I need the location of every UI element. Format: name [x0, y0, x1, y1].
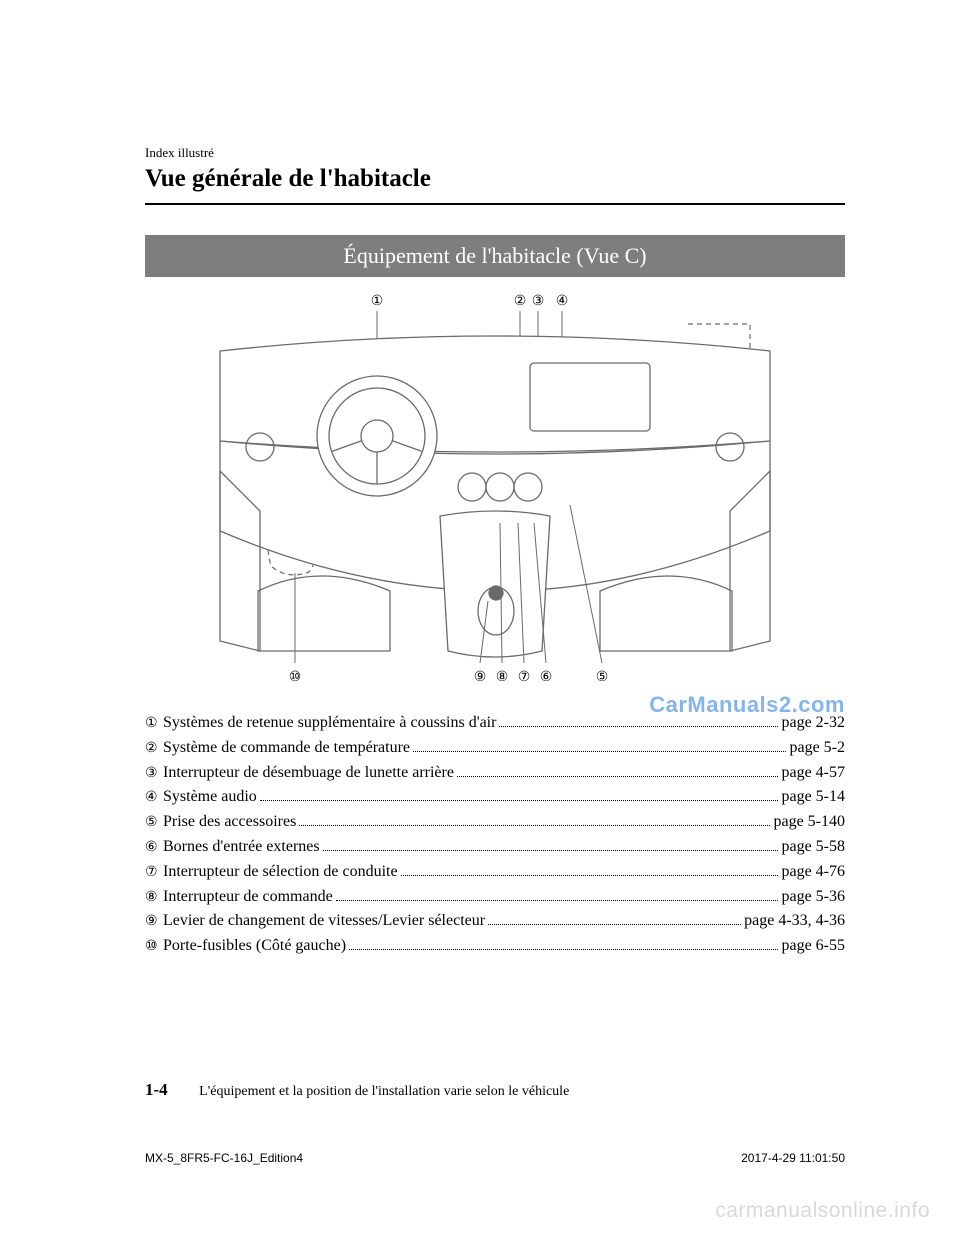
- section-title-bar: Équipement de l'habitacle (Vue C): [145, 235, 845, 277]
- callout-6: ⑥: [540, 668, 553, 684]
- callout-1: ①: [371, 292, 384, 308]
- manual-page: Index illustré Vue générale de l'habitac…: [0, 0, 960, 1245]
- item-label: Interrupteur de désembuage de lunette ar…: [163, 761, 454, 786]
- interior-diagram: ① ② ③ ④: [200, 291, 790, 691]
- item-num: ⑧: [145, 886, 163, 908]
- page-number: 1-4: [145, 1080, 168, 1099]
- leader-dots: [488, 924, 741, 925]
- item-label: Systèmes de retenue supplémentaire à cou…: [163, 711, 496, 736]
- leader-dots: [336, 900, 779, 901]
- watermark-text: CarManuals2.com: [649, 692, 845, 718]
- item-page: page 5-14: [781, 785, 845, 810]
- list-item: ⑦Interrupteur de sélection de conduite pa…: [145, 860, 845, 885]
- list-item: ③Interrupteur de désembuage de lunette a…: [145, 761, 845, 786]
- item-num: ③: [145, 762, 163, 784]
- dashboard-illustration: ① ② ③ ④: [200, 291, 790, 691]
- site-watermark: carmanualsonline.info: [715, 1199, 930, 1223]
- callout-4: ④: [556, 292, 569, 308]
- item-page: page 5-2: [789, 736, 845, 761]
- leader-dots: [299, 825, 770, 826]
- item-page: page 5-36: [781, 885, 845, 910]
- leader-dots: [499, 726, 778, 727]
- list-item: ⑧Interrupteur de commande page 5-36: [145, 885, 845, 910]
- doc-timestamp: 2017-4-29 11:01:50: [741, 1151, 845, 1165]
- callout-2: ②: [514, 292, 527, 308]
- item-label: Levier de changement de vitesses/Levier …: [163, 909, 485, 934]
- leader-dots: [323, 850, 779, 851]
- item-num: ⑥: [145, 836, 163, 858]
- item-num: ⑩: [145, 935, 163, 957]
- item-page: page 5-58: [781, 835, 845, 860]
- header-rule: [145, 203, 845, 205]
- item-label: Prise des accessoires: [163, 810, 296, 835]
- equipment-list: ①Systèmes de retenue supplémentaire à co…: [145, 711, 845, 959]
- item-num: ⑦: [145, 861, 163, 883]
- item-label: Bornes d'entrée externes: [163, 835, 320, 860]
- callout-3: ③: [532, 292, 545, 308]
- item-label: Système audio: [163, 785, 257, 810]
- callout-5: ⑤: [596, 668, 609, 684]
- callout-7: ⑦: [518, 668, 531, 684]
- list-item: ②Système de commande de température page …: [145, 736, 845, 761]
- item-label: Système de commande de température: [163, 736, 410, 761]
- item-num: ⑤: [145, 811, 163, 833]
- page-footer: 1-4 L'équipement et la position de l'ins…: [145, 1080, 569, 1100]
- item-num: ⑨: [145, 910, 163, 932]
- list-item: ⑨Levier de changement de vitesses/Levier…: [145, 909, 845, 934]
- item-label: Interrupteur de sélection de conduite: [163, 860, 398, 885]
- list-item: ⑥Bornes d'entrée externes page 5-58: [145, 835, 845, 860]
- item-page: page 5-140: [773, 810, 845, 835]
- list-item: ⑩Porte-fusibles (Côté gauche) page 6-55: [145, 934, 845, 959]
- item-page: page 4-33, 4-36: [744, 909, 845, 934]
- leader-dots: [457, 776, 779, 777]
- doc-id: MX-5_8FR5-FC-16J_Edition4: [145, 1151, 303, 1165]
- leader-dots: [401, 875, 779, 876]
- leader-dots: [260, 800, 779, 801]
- item-page: page 4-76: [781, 860, 845, 885]
- item-page: page 4-57: [781, 761, 845, 786]
- callout-8: ⑧: [496, 668, 509, 684]
- item-page: page 6-55: [781, 934, 845, 959]
- item-num: ②: [145, 737, 163, 759]
- footer-note: L'équipement et la position de l'install…: [199, 1084, 569, 1099]
- list-item: ④Système audio page 5-14: [145, 785, 845, 810]
- leader-dots: [413, 751, 786, 752]
- header-title: Vue générale de l'habitacle: [145, 165, 845, 193]
- item-num: ④: [145, 786, 163, 808]
- item-num: ①: [145, 712, 163, 734]
- header-index: Index illustré: [145, 145, 845, 161]
- item-label: Porte-fusibles (Côté gauche): [163, 934, 346, 959]
- callout-9: ⑨: [474, 668, 487, 684]
- leader-dots: [349, 949, 778, 950]
- item-label: Interrupteur de commande: [163, 885, 333, 910]
- list-item: ⑤Prise des accessoires page 5-140: [145, 810, 845, 835]
- callout-10: ⑩: [289, 668, 302, 684]
